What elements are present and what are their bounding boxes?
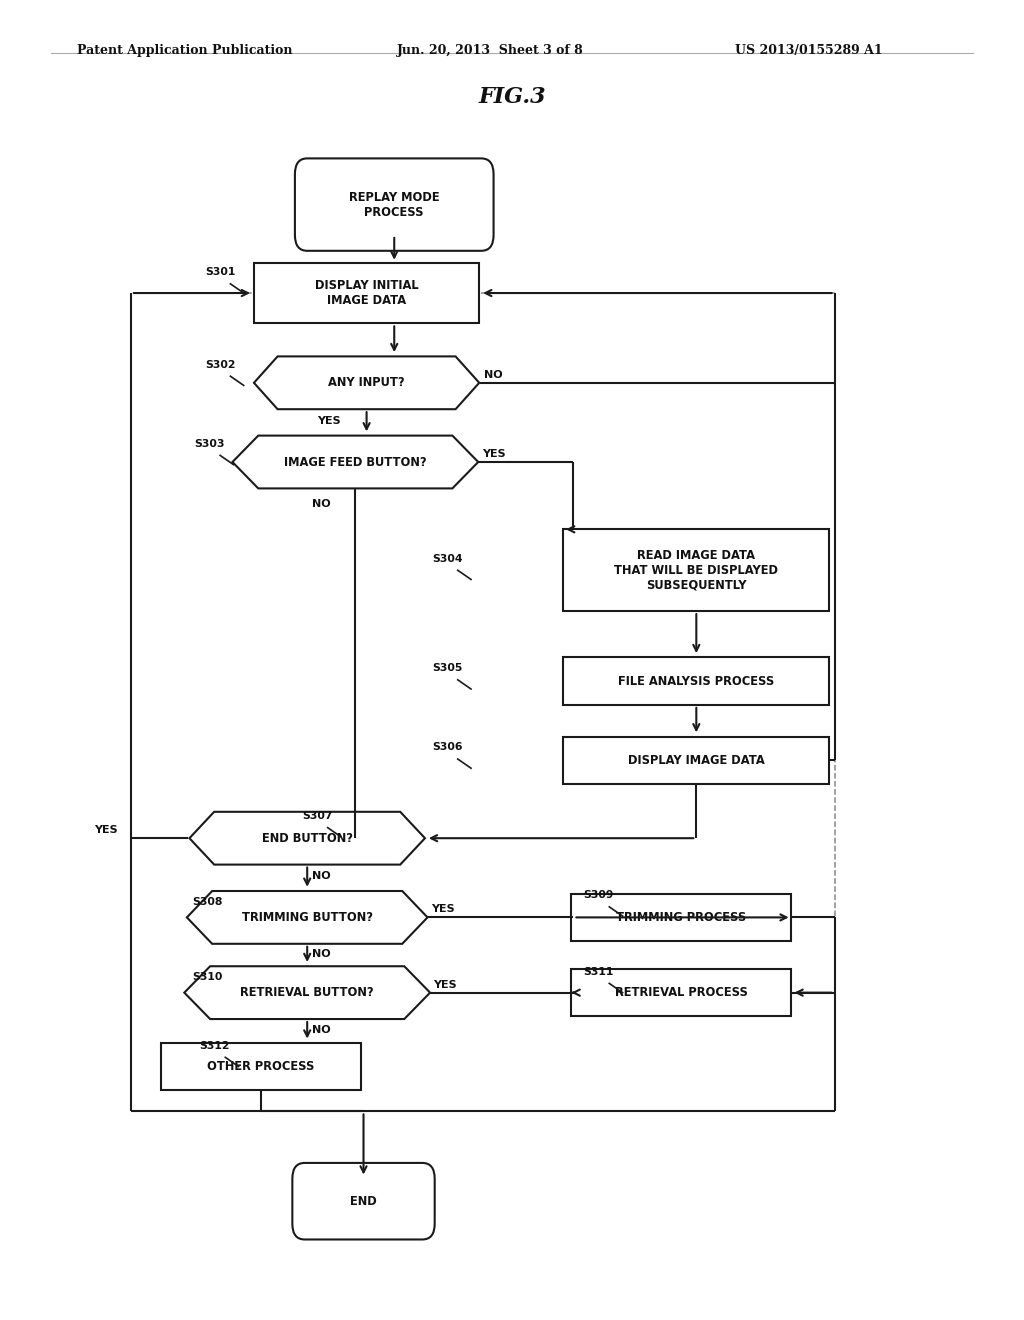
Text: RETRIEVAL PROCESS: RETRIEVAL PROCESS bbox=[614, 986, 748, 999]
Text: IMAGE FEED BUTTON?: IMAGE FEED BUTTON? bbox=[284, 455, 427, 469]
Bar bbox=[563, 657, 829, 705]
Text: S307: S307 bbox=[302, 810, 333, 821]
Text: YES: YES bbox=[482, 449, 506, 459]
Polygon shape bbox=[186, 891, 428, 944]
Text: S311: S311 bbox=[584, 966, 614, 977]
Text: NO: NO bbox=[312, 949, 331, 960]
Text: END BUTTON?: END BUTTON? bbox=[262, 832, 352, 845]
Text: DISPLAY IMAGE DATA: DISPLAY IMAGE DATA bbox=[628, 754, 765, 767]
Bar bbox=[563, 529, 829, 611]
Text: OTHER PROCESS: OTHER PROCESS bbox=[208, 1060, 314, 1073]
Text: S310: S310 bbox=[193, 972, 223, 982]
Text: YES: YES bbox=[433, 979, 457, 990]
Text: ANY INPUT?: ANY INPUT? bbox=[329, 376, 404, 389]
Polygon shape bbox=[189, 812, 425, 865]
Text: S305: S305 bbox=[432, 663, 463, 673]
FancyBboxPatch shape bbox=[295, 158, 494, 251]
Text: TRIMMING BUTTON?: TRIMMING BUTTON? bbox=[242, 911, 373, 924]
Text: S308: S308 bbox=[193, 896, 223, 907]
Text: END: END bbox=[350, 1195, 377, 1208]
Text: S302: S302 bbox=[205, 359, 236, 370]
Text: US 2013/0155289 A1: US 2013/0155289 A1 bbox=[735, 44, 883, 57]
Polygon shape bbox=[184, 966, 430, 1019]
Text: S303: S303 bbox=[195, 438, 225, 449]
Text: NO: NO bbox=[312, 1024, 331, 1035]
Polygon shape bbox=[254, 356, 479, 409]
Bar bbox=[162, 1043, 361, 1090]
Text: YES: YES bbox=[94, 825, 118, 836]
Text: DISPLAY INITIAL
IMAGE DATA: DISPLAY INITIAL IMAGE DATA bbox=[314, 279, 419, 308]
Text: FIG.3: FIG.3 bbox=[478, 86, 546, 108]
Text: FILE ANALYSIS PROCESS: FILE ANALYSIS PROCESS bbox=[618, 675, 774, 688]
Text: S304: S304 bbox=[432, 553, 463, 564]
Polygon shape bbox=[232, 436, 478, 488]
Bar bbox=[254, 263, 479, 323]
Text: S309: S309 bbox=[584, 890, 614, 900]
Text: RETRIEVAL BUTTON?: RETRIEVAL BUTTON? bbox=[241, 986, 374, 999]
Text: TRIMMING PROCESS: TRIMMING PROCESS bbox=[615, 911, 746, 924]
Text: Jun. 20, 2013  Sheet 3 of 8: Jun. 20, 2013 Sheet 3 of 8 bbox=[397, 44, 584, 57]
Bar bbox=[131, 293, 835, 1111]
Text: READ IMAGE DATA
THAT WILL BE DISPLAYED
SUBSEQUENTLY: READ IMAGE DATA THAT WILL BE DISPLAYED S… bbox=[614, 549, 778, 591]
Bar bbox=[571, 894, 791, 941]
Text: Patent Application Publication: Patent Application Publication bbox=[77, 44, 292, 57]
Text: NO: NO bbox=[484, 370, 503, 380]
Text: YES: YES bbox=[431, 904, 455, 915]
FancyBboxPatch shape bbox=[293, 1163, 434, 1239]
Text: NO: NO bbox=[312, 871, 331, 882]
Text: S312: S312 bbox=[200, 1040, 230, 1051]
Text: YES: YES bbox=[317, 416, 341, 426]
Text: S301: S301 bbox=[205, 267, 236, 277]
Bar bbox=[563, 737, 829, 784]
Bar bbox=[571, 969, 791, 1016]
Text: REPLAY MODE
PROCESS: REPLAY MODE PROCESS bbox=[349, 190, 439, 219]
Text: S306: S306 bbox=[432, 742, 463, 752]
Text: NO: NO bbox=[312, 499, 331, 510]
